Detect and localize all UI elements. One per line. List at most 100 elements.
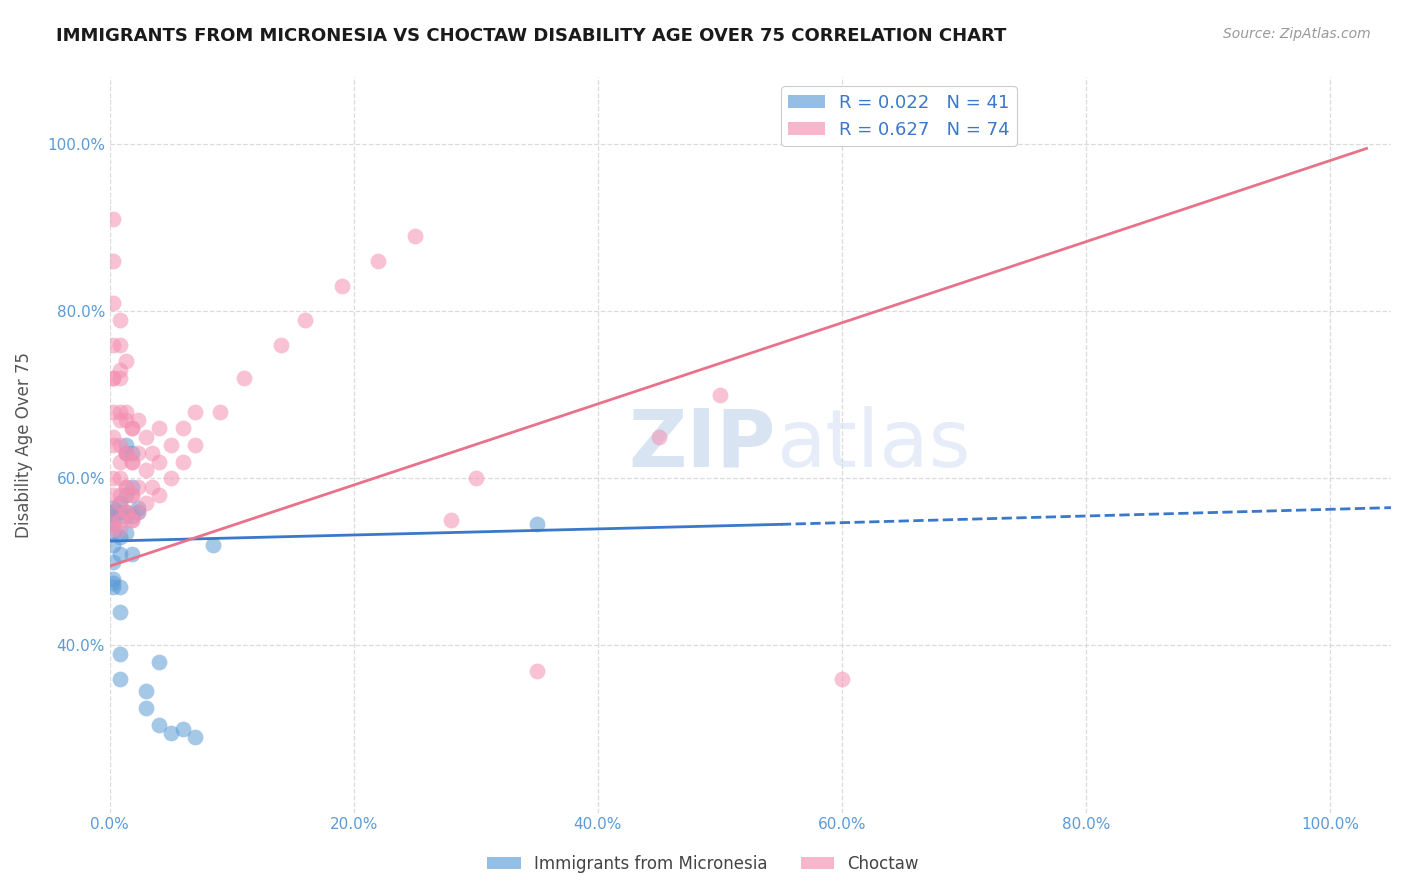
Point [233,371,256,385]
Point [108,496,131,510]
Point [108,413,131,427]
Point [108,455,131,469]
Point [141,446,163,460]
Point [114,413,136,427]
Point [108,488,131,502]
Point [103,371,125,385]
Point [709,388,731,402]
Point [103,572,125,586]
Point [135,496,157,510]
Point [464,471,486,485]
Point [184,731,207,745]
Point [108,312,131,326]
Point [121,488,143,502]
Point [108,605,131,619]
Point [148,655,170,669]
Point [108,404,131,418]
Point [121,547,143,561]
Point [114,354,136,368]
Text: IMMIGRANTS FROM MICRONESIA VS CHOCTAW DISABILITY AGE OVER 75 CORRELATION CHART: IMMIGRANTS FROM MICRONESIA VS CHOCTAW DI… [56,27,1007,45]
Point [114,508,136,523]
Point [114,446,136,460]
Point [103,505,125,519]
Point [121,421,143,435]
Point [114,480,136,494]
Point [108,438,131,452]
Point [135,463,157,477]
Point [148,421,170,435]
Point [114,446,136,460]
Point [127,480,149,494]
Point [148,455,170,469]
Point [127,505,149,519]
Point [108,496,131,510]
Point [108,371,131,385]
Point [108,530,131,544]
Point [103,337,125,351]
Point [114,505,136,519]
Point [159,471,181,485]
Text: ZIP: ZIP [628,406,776,484]
Point [184,404,207,418]
Y-axis label: Disability Age Over 75: Disability Age Over 75 [15,352,32,538]
Point [103,522,125,536]
Point [121,421,143,435]
Point [141,480,163,494]
Point [172,455,194,469]
Point [135,701,157,715]
Point [121,488,143,502]
Point [172,421,194,435]
Point [648,430,671,444]
Point [330,279,353,293]
Point [103,471,125,485]
Point [270,337,292,351]
Point [103,508,125,523]
Point [103,505,125,519]
Point [114,480,136,494]
Point [108,547,131,561]
Point [103,580,125,594]
Point [108,505,131,519]
Point [103,525,125,540]
Point [103,371,125,385]
Point [114,404,136,418]
Point [127,500,149,515]
Point [135,684,157,698]
Point [108,580,131,594]
Point [294,312,316,326]
Point [148,718,170,732]
Point [121,446,143,460]
Point [114,525,136,540]
Point [172,722,194,736]
Legend: R = 0.022   N = 41, R = 0.627   N = 74: R = 0.022 N = 41, R = 0.627 N = 74 [782,87,1017,146]
Point [103,517,125,532]
Point [114,438,136,452]
Point [108,522,131,536]
Point [114,488,136,502]
Point [148,488,170,502]
Point [114,505,136,519]
Legend: Immigrants from Micronesia, Choctaw: Immigrants from Micronesia, Choctaw [481,848,925,880]
Point [121,513,143,527]
Point [103,296,125,310]
Point [159,726,181,740]
Point [526,517,548,532]
Point [108,363,131,377]
Point [127,446,149,460]
Point [103,517,125,532]
Point [127,505,149,519]
Point [103,430,125,444]
Text: Source: ZipAtlas.com: Source: ZipAtlas.com [1223,27,1371,41]
Point [121,455,143,469]
Point [103,438,125,452]
Point [159,438,181,452]
Point [103,555,125,569]
Point [103,575,125,590]
Point [103,538,125,552]
Point [526,664,548,678]
Point [103,404,125,418]
Point [121,480,143,494]
Point [831,672,853,686]
Point [440,513,463,527]
Point [127,413,149,427]
